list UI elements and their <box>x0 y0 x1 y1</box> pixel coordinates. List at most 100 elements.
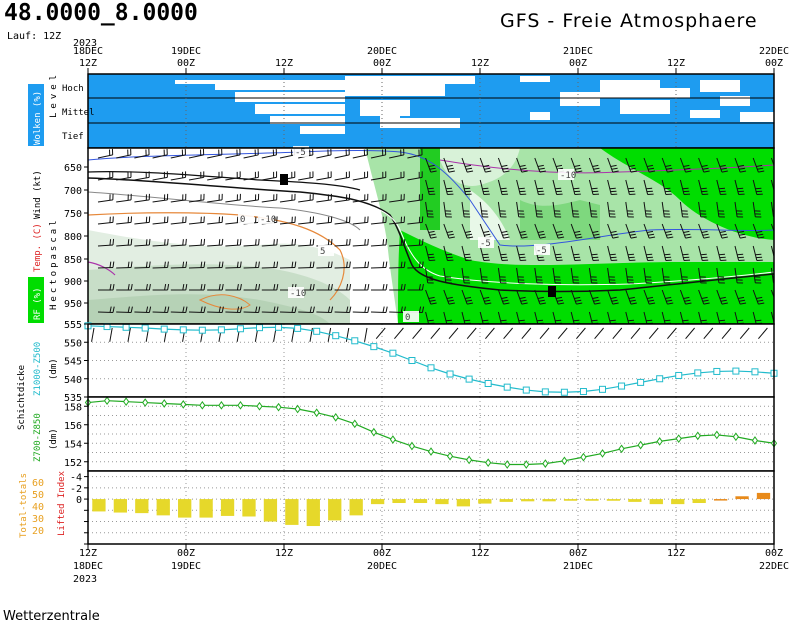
wind-barb <box>207 216 224 225</box>
wind-barb <box>334 261 351 269</box>
lifted-index-bar <box>242 499 256 517</box>
data-point <box>294 324 302 332</box>
data-point <box>427 364 435 372</box>
wind-barb <box>752 245 763 262</box>
y-tick-label: 154 <box>64 439 82 450</box>
lifted-index-bar <box>542 499 556 502</box>
wind-barb <box>516 157 528 173</box>
wind-barb <box>370 216 387 225</box>
data-point <box>179 326 187 334</box>
wind-barb <box>261 261 279 269</box>
wind-barb <box>152 261 169 269</box>
wind-barb <box>588 179 600 196</box>
wind-barb <box>516 245 527 262</box>
data-point <box>313 408 320 418</box>
data-point <box>122 397 130 406</box>
wind-barb <box>461 267 471 284</box>
wind-barb <box>334 171 350 181</box>
wind-barb <box>497 289 510 305</box>
wind-barb <box>425 267 434 284</box>
wind-barb <box>352 171 369 181</box>
wind-barb <box>607 289 619 305</box>
wind-barb <box>516 201 525 218</box>
wind-barb <box>152 284 170 291</box>
wind-barb <box>443 157 455 173</box>
wind-barb <box>243 193 260 203</box>
rh-shading <box>88 148 774 324</box>
y-tick-label: 540 <box>64 375 82 386</box>
wind-barb <box>407 148 423 159</box>
wind-barb <box>734 267 744 284</box>
wind-barb <box>97 148 114 159</box>
wind-barb <box>461 157 474 173</box>
wind-barb <box>170 284 188 291</box>
lifted-index-bar <box>135 499 149 514</box>
wind-barb <box>152 306 170 314</box>
data-point <box>199 400 206 410</box>
top-year-label: 2023 <box>73 38 97 49</box>
bottom-date-label: 20DEC <box>367 561 397 572</box>
wind-barb <box>661 245 672 262</box>
wind-barb <box>607 201 616 218</box>
wind-barb <box>770 179 774 193</box>
lifted-index-bar <box>220 499 235 516</box>
bottom-hour-label: 12Z <box>667 548 685 559</box>
wind-barb <box>316 148 332 159</box>
wind-barb <box>461 223 474 239</box>
wind-barb <box>443 223 455 239</box>
wind-barb <box>116 171 132 181</box>
total-totals-tick: 60 <box>32 478 44 489</box>
data-point <box>389 349 397 357</box>
wind-barb <box>625 201 634 218</box>
y-tick-label: 550 <box>64 338 82 349</box>
data-point <box>713 367 721 375</box>
data-point <box>580 452 587 462</box>
bottom-date-label: 22DEC <box>759 561 789 572</box>
credit-label: Wetterzentrale <box>3 609 100 624</box>
data-point <box>236 325 244 333</box>
data-point <box>694 431 701 441</box>
surface-barb <box>630 327 641 340</box>
run-label: Lauf: 12Z <box>7 31 62 42</box>
bottom-hour-label: 12Z <box>471 548 489 559</box>
wind-barb <box>370 306 388 314</box>
total-totals-tick: 50 <box>32 490 44 501</box>
wind-barb <box>334 193 351 203</box>
wind-barb <box>279 261 297 269</box>
wind-barb <box>298 238 315 247</box>
wind-barb <box>588 157 601 173</box>
pressure-tick-label: 950 <box>64 299 82 310</box>
wind-barb <box>588 245 600 262</box>
isotherm-label: -10 <box>260 215 276 225</box>
wind-barb <box>534 223 546 239</box>
lifted-index-bar <box>92 499 106 512</box>
wind-barb <box>516 179 527 196</box>
wind-barb <box>134 238 151 247</box>
wind-barb <box>479 289 492 305</box>
data-point <box>313 327 321 335</box>
wind-barb <box>479 201 489 218</box>
data-point <box>141 324 149 332</box>
wind-barb <box>243 238 260 247</box>
wind-barb <box>116 193 132 203</box>
wind-barb <box>298 193 314 203</box>
surface-barb <box>721 327 732 340</box>
wind-barb <box>552 223 565 239</box>
wind-barb <box>352 261 370 269</box>
data-point <box>637 378 645 386</box>
wind-barb <box>316 284 333 291</box>
wind-barb <box>607 267 616 284</box>
surface-barb <box>539 327 550 340</box>
pressure-tick-label: 700 <box>64 186 82 197</box>
wind-barb <box>134 148 150 159</box>
y-tick-label: 545 <box>64 357 82 368</box>
freezing-level-marker-2 <box>548 286 556 297</box>
lifted-index-grid <box>88 471 774 545</box>
wind-barb <box>316 216 333 225</box>
wind-barb <box>334 284 352 291</box>
wind-barb <box>188 216 205 225</box>
lifted-tick-label: 0 <box>76 495 82 506</box>
wind-barb <box>716 223 728 239</box>
data-point <box>446 451 454 461</box>
